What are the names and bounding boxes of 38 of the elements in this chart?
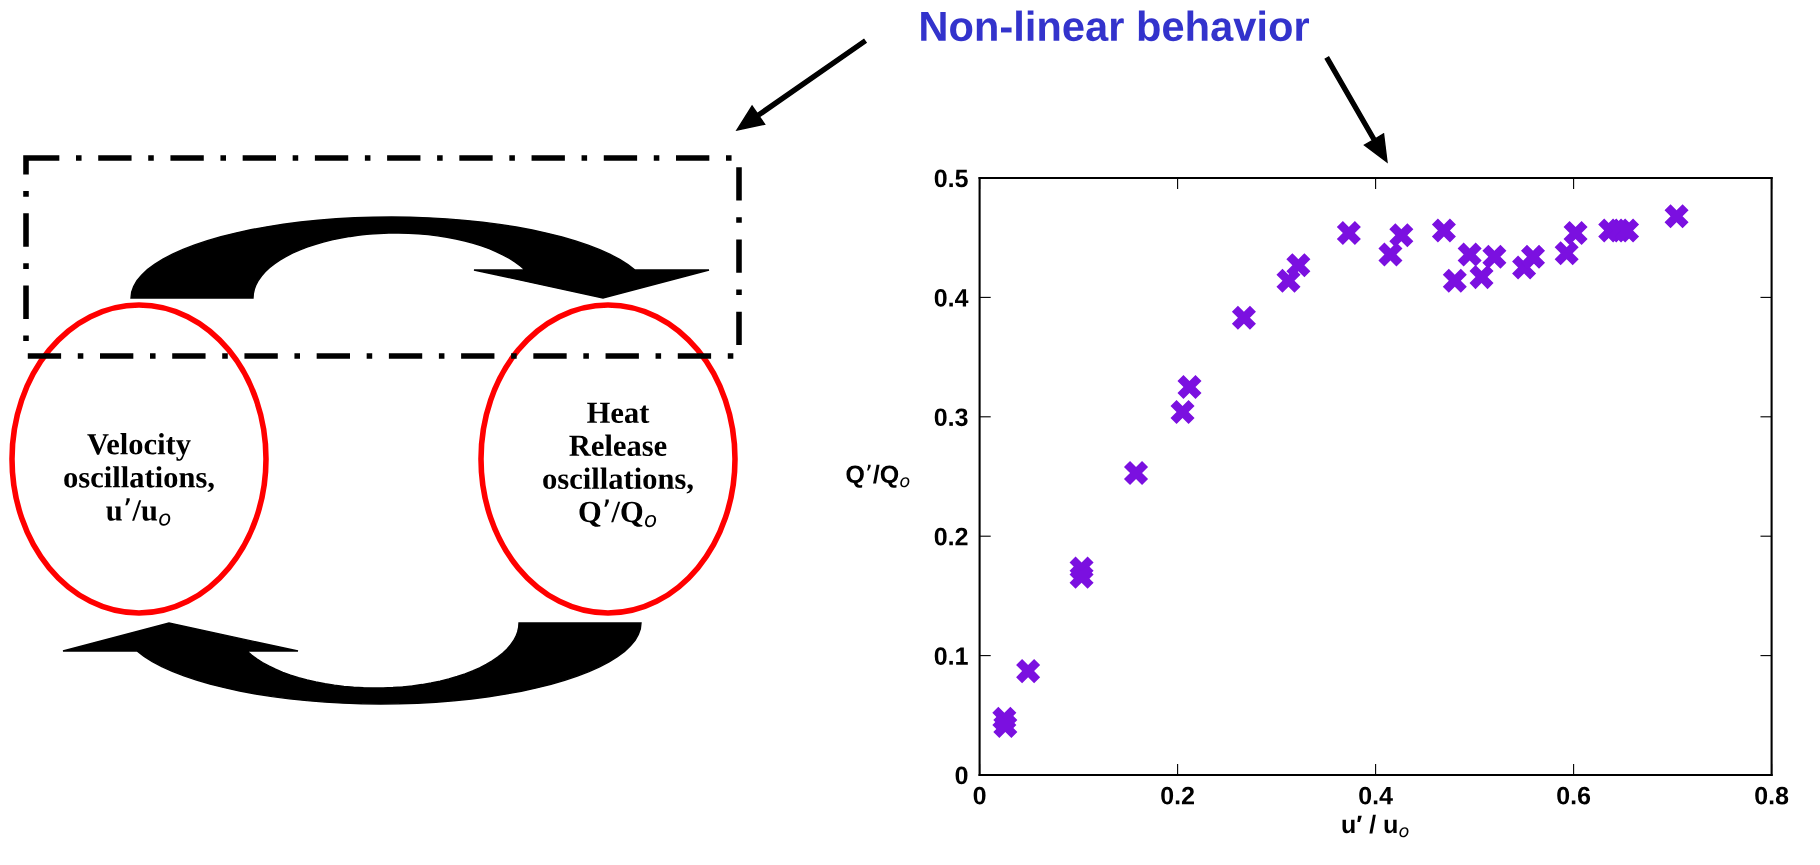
- y-tick-label: 0.5: [934, 169, 968, 188]
- y-axis-title: Q’/Q$_{o}$: [846, 464, 910, 488]
- x-tick-label: 0: [973, 786, 986, 805]
- y-tick-label: 0.4: [934, 289, 969, 307]
- text: Velocity oscillations, u’/u$_{o}$: [64, 433, 214, 526]
- y-tick-label: 0.2: [934, 527, 968, 546]
- point: [1520, 244, 1546, 269]
- point: [1016, 659, 1041, 684]
- point: [1469, 265, 1494, 290]
- point: [1123, 460, 1149, 485]
- point: [1554, 241, 1579, 266]
- text: Non-linear behavior: [921, 10, 1310, 42]
- point: [1177, 374, 1202, 399]
- point: [1069, 564, 1094, 589]
- point: [1664, 204, 1689, 229]
- point: [993, 714, 1018, 739]
- point: [1563, 220, 1588, 245]
- point: [1615, 218, 1640, 243]
- x-tick-label: 0.8: [1755, 786, 1789, 805]
- x-axis-title: u′ / u$_{o}$: [1342, 814, 1409, 838]
- x-tick-label: 0.4: [1359, 786, 1393, 805]
- point: [1170, 400, 1195, 425]
- point: [1431, 218, 1456, 243]
- point: [1389, 223, 1414, 248]
- point: [1457, 242, 1482, 267]
- point: [1286, 253, 1311, 278]
- point: [1276, 268, 1301, 293]
- text: Heat Release oscillations, Q’/Q$_{o}$: [543, 402, 693, 528]
- y-tick-label: 0: [955, 766, 968, 785]
- x-tick-label: 0.2: [1161, 786, 1194, 805]
- point: [1336, 220, 1361, 245]
- y-tick-label: 0.3: [934, 408, 968, 427]
- point: [1378, 242, 1403, 267]
- x-tick-label: 0.6: [1557, 786, 1591, 805]
- point: [1442, 268, 1467, 293]
- point: [1482, 244, 1507, 269]
- point: [1231, 305, 1256, 330]
- y-tick-label: 0.1: [934, 647, 968, 665]
